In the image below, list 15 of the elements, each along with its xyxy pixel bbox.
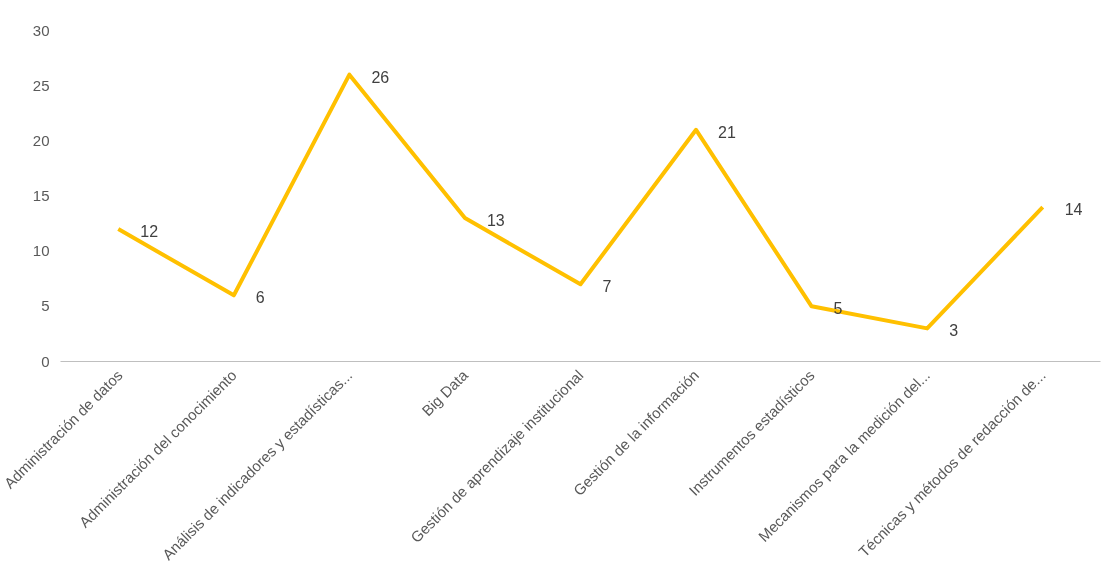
y-tick-label: 25 (32, 76, 50, 94)
data-label: 3 (949, 322, 959, 340)
data-label: 13 (486, 212, 505, 230)
y-tick-label: 15 (32, 187, 50, 204)
y-tick-label: 0 (41, 352, 50, 370)
data-label: 6 (255, 289, 265, 307)
data-label: 26 (371, 68, 390, 86)
y-tick-label: 20 (32, 131, 50, 149)
data-label: 7 (602, 278, 612, 296)
y-tick-label: 30 (32, 21, 50, 39)
data-label: 12 (140, 223, 159, 241)
y-tick-label: 10 (32, 242, 50, 260)
data-label: 21 (718, 123, 736, 141)
data-label: 14 (1064, 201, 1083, 219)
y-tick-label: 5 (41, 297, 50, 315)
